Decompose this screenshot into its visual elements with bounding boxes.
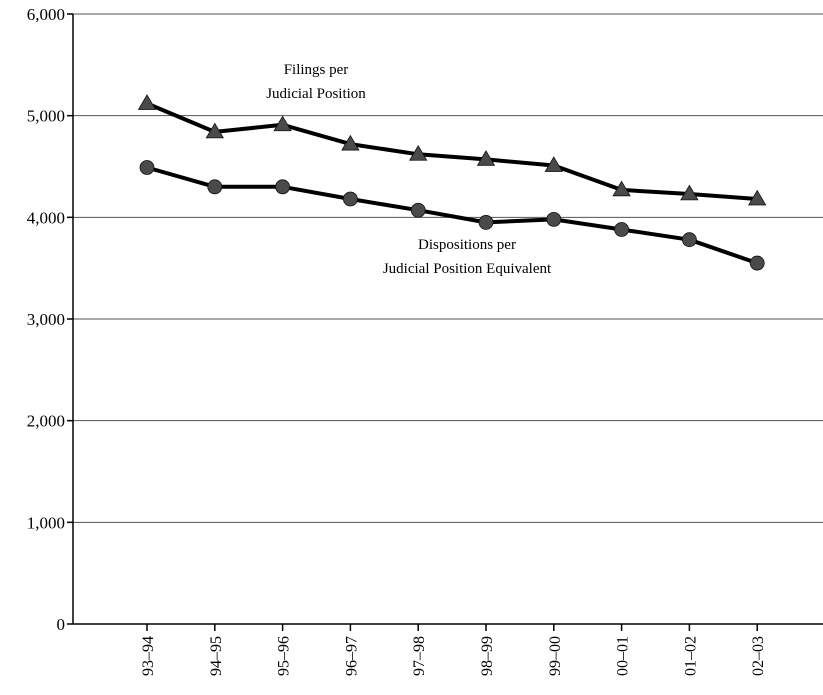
data-point-circle (342, 191, 358, 207)
data-point-triangle (476, 150, 496, 166)
series-label-dispositions-line1: Dispositions per (418, 237, 516, 253)
series-label-filings-line2: Judicial Position (266, 86, 366, 102)
data-point-circle (207, 179, 223, 195)
x-tick-label: 94–95 (208, 636, 225, 676)
data-point-triangle (748, 189, 767, 206)
x-tick-label: 95–96 (276, 636, 293, 676)
axes: 0 1,000 2,000 3,000 4,000 5,000 6,000 93–94 94–9… (27, 5, 823, 676)
data-point-circle (546, 211, 562, 227)
x-tick-label: 96–97 (343, 636, 360, 676)
series-line (145, 101, 760, 201)
x-tick-label: 98–99 (479, 636, 496, 676)
x-tick-label: 01–02 (682, 636, 699, 676)
y-tick-label: 6,000 (27, 5, 65, 24)
data-point-circle (749, 255, 765, 271)
x-tick-label: 00–01 (615, 636, 632, 676)
data-point-circle (410, 202, 426, 218)
y-tick-label: 2,000 (27, 412, 65, 431)
series (137, 94, 767, 271)
data-point-triangle (544, 156, 563, 172)
series-line (145, 165, 760, 266)
annotations: Filings per Judicial Position Dispositio… (266, 62, 552, 277)
data-point-triangle (409, 145, 428, 161)
data-point-circle (478, 215, 494, 230)
x-tick-label: 99–00 (547, 636, 564, 676)
data-point-triangle (205, 122, 224, 139)
y-tick-label: 1,000 (27, 513, 65, 532)
data-point-triangle (273, 115, 292, 132)
x-tick-label: 93–94 (140, 636, 157, 676)
y-tick-label: 3,000 (27, 310, 65, 329)
x-tick-label: 02–03 (750, 636, 767, 676)
data-point-triangle (341, 134, 360, 151)
data-point-circle (139, 160, 155, 175)
series-filings (137, 94, 767, 206)
data-point-triangle (612, 180, 631, 197)
y-tick-label: 4,000 (27, 208, 65, 227)
y-tick-label: 5,000 (27, 107, 65, 126)
data-point-triangle (137, 94, 157, 110)
y-tick-label: 0 (57, 615, 66, 634)
data-point-circle (614, 222, 629, 237)
gridlines (73, 13, 823, 523)
series-dispositions (139, 160, 765, 271)
data-point-circle (275, 179, 291, 195)
series-label-dispositions-line2: Judicial Position Equivalent (383, 261, 552, 277)
x-tick-label: 97–98 (411, 636, 428, 676)
data-point-triangle (680, 184, 699, 201)
data-point-circle (682, 232, 697, 248)
series-label-filings-line1: Filings per (284, 62, 349, 78)
